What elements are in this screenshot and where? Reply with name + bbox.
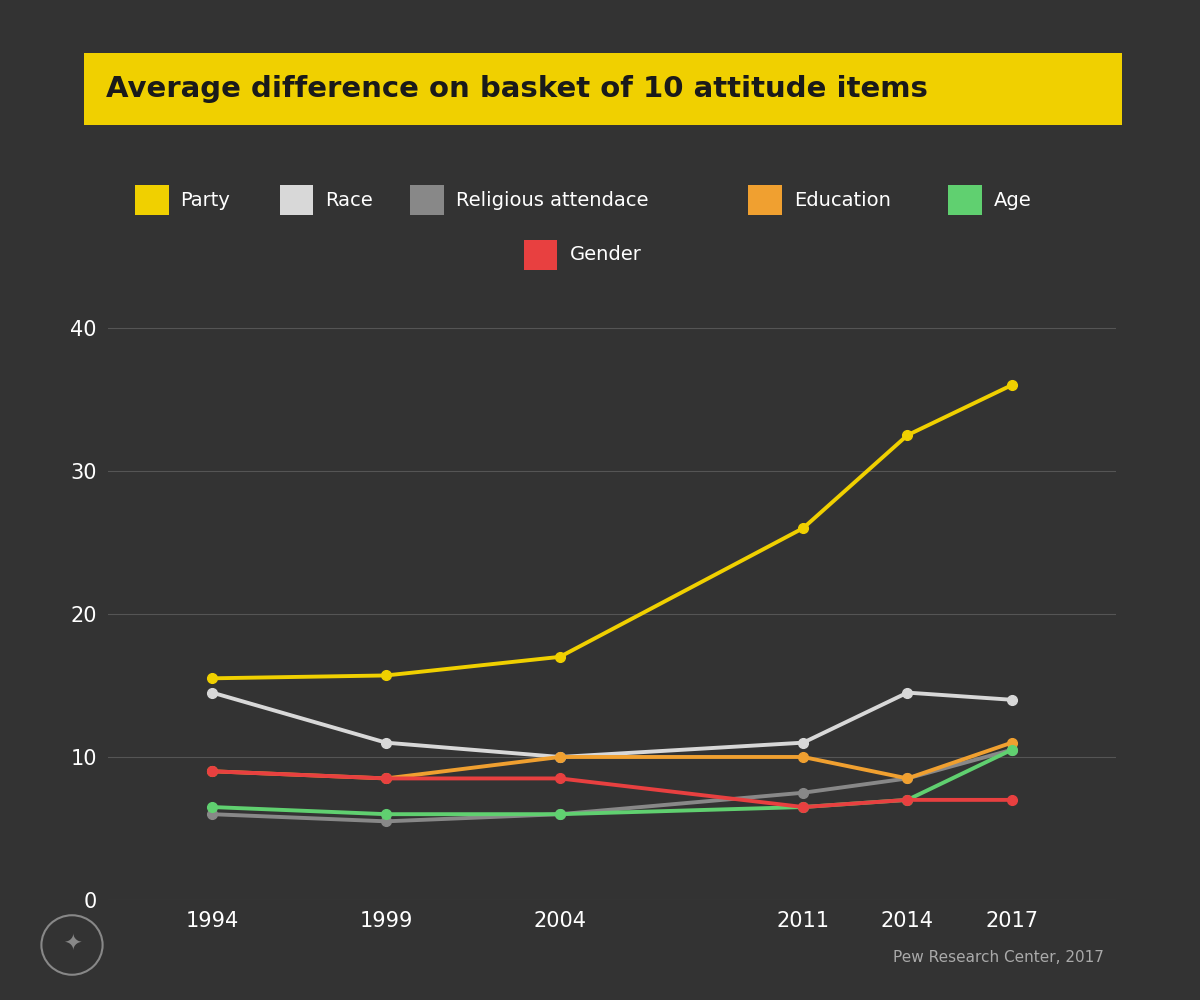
- Text: Religious attendace: Religious attendace: [456, 190, 648, 210]
- Text: Age: Age: [994, 190, 1031, 210]
- Text: Party: Party: [180, 190, 230, 210]
- Text: Race: Race: [325, 190, 373, 210]
- Text: Average difference on basket of 10 attitude items: Average difference on basket of 10 attit…: [106, 75, 928, 103]
- Text: Gender: Gender: [570, 245, 641, 264]
- Text: Pew Research Center, 2017: Pew Research Center, 2017: [893, 950, 1104, 965]
- Text: Education: Education: [794, 190, 890, 210]
- Text: ✦: ✦: [62, 935, 82, 955]
